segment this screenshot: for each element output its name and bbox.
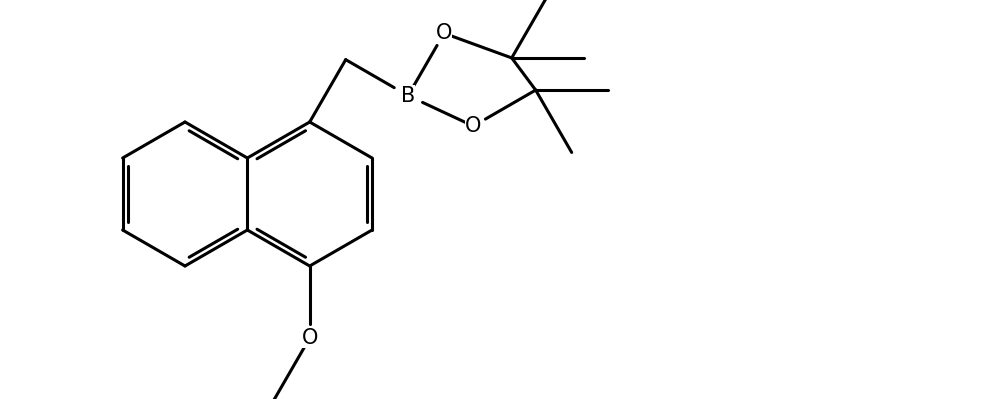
Text: O: O — [301, 328, 318, 348]
Text: O: O — [465, 116, 482, 136]
Text: B: B — [401, 86, 415, 106]
Text: O: O — [436, 23, 452, 43]
